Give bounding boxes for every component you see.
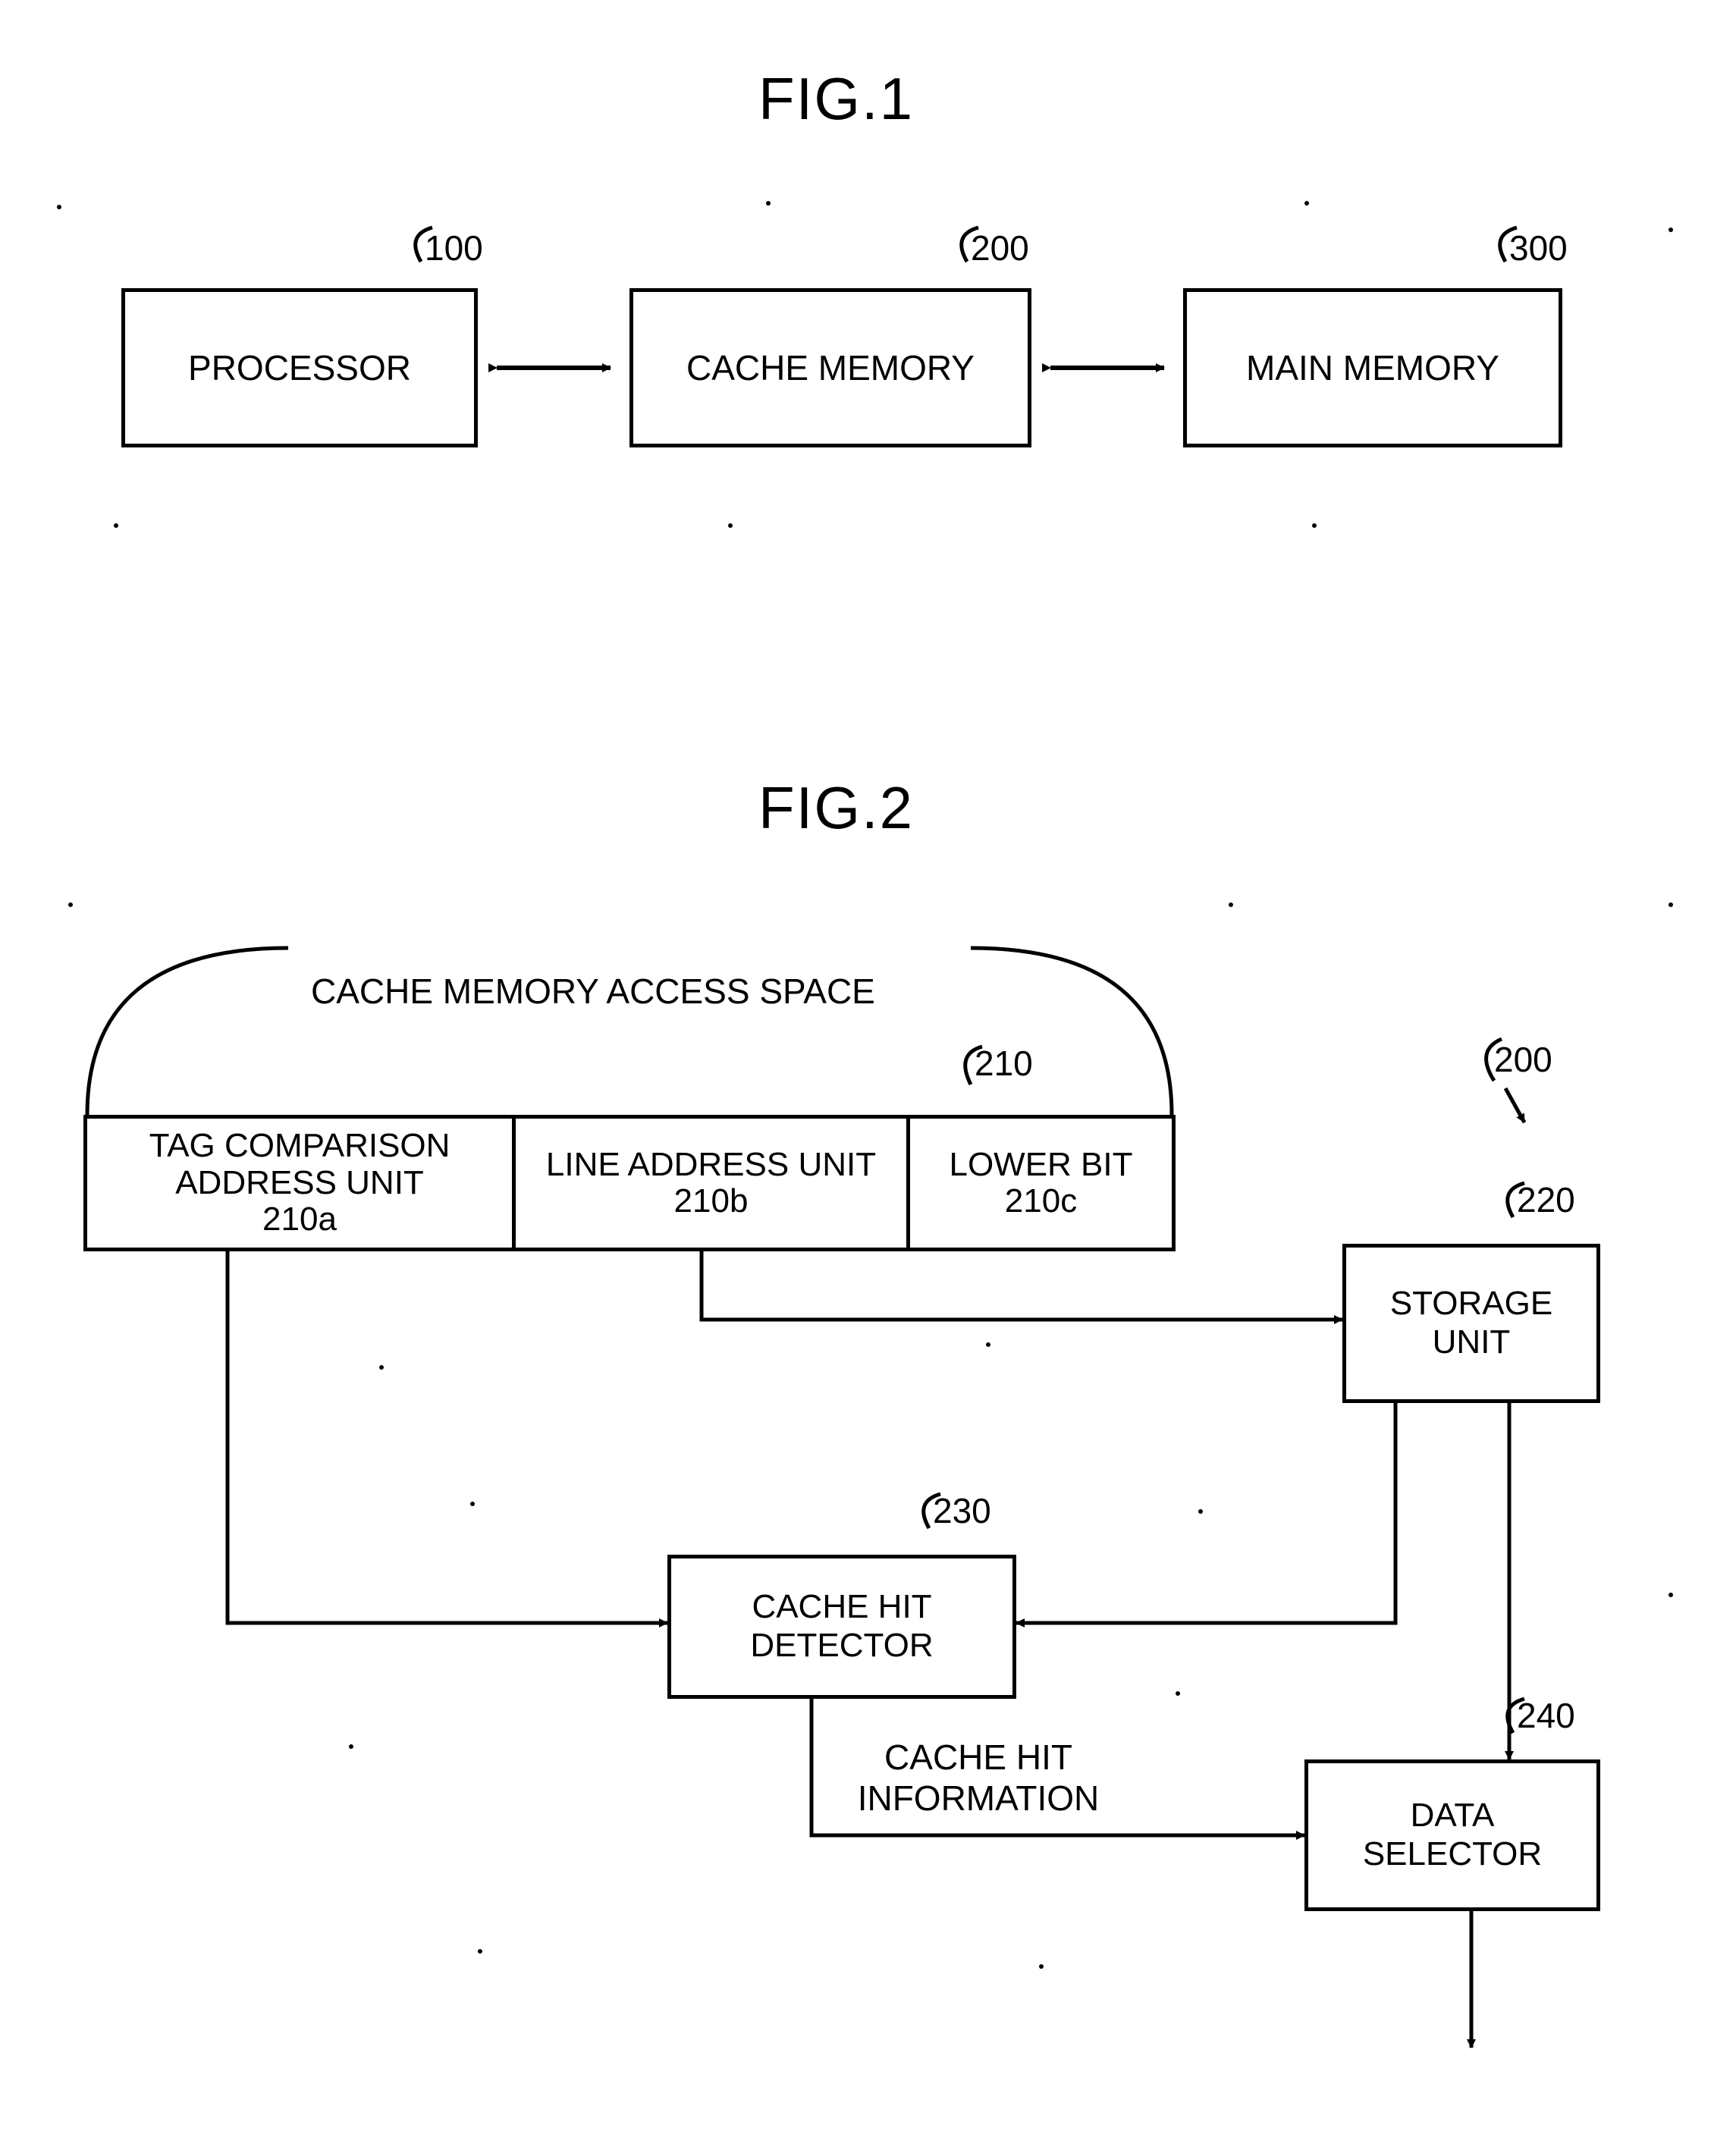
speck bbox=[1176, 1691, 1180, 1696]
fig2-lower-ref: 210c bbox=[1005, 1183, 1077, 1219]
speck bbox=[1198, 1509, 1203, 1514]
fig2-tag-line2: ADDRESS UNIT bbox=[175, 1165, 424, 1201]
fig2-selector-line1: DATA bbox=[1363, 1797, 1542, 1835]
speck bbox=[114, 523, 118, 528]
fig2-ref-230: 230 bbox=[933, 1490, 991, 1531]
fig2-line-ref: 210b bbox=[674, 1183, 749, 1219]
fig1-ref-300: 300 bbox=[1509, 228, 1568, 268]
fig2-tag-line1: TAG COMPARISON bbox=[149, 1128, 450, 1164]
speck bbox=[1039, 1964, 1044, 1969]
fig2-ref-220: 220 bbox=[1517, 1179, 1575, 1220]
fig2-hit-info-line1: CACHE HIT bbox=[827, 1737, 1130, 1778]
speck bbox=[1669, 228, 1673, 232]
fig2-space-label: CACHE MEMORY ACCESS SPACE bbox=[311, 971, 875, 1012]
fig1-processor-box: PROCESSOR bbox=[121, 288, 478, 447]
fig2-selector-line2: SELECTOR bbox=[1363, 1835, 1542, 1874]
fig1-ref-100: 100 bbox=[425, 228, 483, 268]
fig1-title: FIG.1 bbox=[758, 64, 914, 133]
fig1-ref-200: 200 bbox=[971, 228, 1029, 268]
fig1-main-box: MAIN MEMORY bbox=[1183, 288, 1562, 447]
fig2-detector-box: CACHE HIT DETECTOR bbox=[667, 1555, 1016, 1699]
speck bbox=[379, 1365, 384, 1370]
fig2-lower-cell: LOWER BIT 210c bbox=[906, 1115, 1176, 1251]
fig2-selector-box: DATA SELECTOR bbox=[1304, 1759, 1600, 1911]
speck bbox=[766, 201, 771, 206]
speck bbox=[1229, 902, 1233, 907]
speck bbox=[986, 1342, 990, 1347]
speck bbox=[349, 1744, 353, 1749]
speck bbox=[1669, 1593, 1673, 1597]
speck bbox=[1312, 523, 1317, 528]
fig1-processor-label: PROCESSOR bbox=[188, 348, 411, 388]
fig2-storage-line2: UNIT bbox=[1390, 1323, 1552, 1362]
fig2-detector-line1: CACHE HIT bbox=[750, 1588, 933, 1627]
speck bbox=[1669, 902, 1673, 907]
speck bbox=[728, 523, 733, 528]
fig2-ref-210: 210 bbox=[975, 1043, 1033, 1084]
fig2-tag-cell: TAG COMPARISON ADDRESS UNIT 210a bbox=[83, 1115, 516, 1251]
fig2-ref-200: 200 bbox=[1494, 1039, 1552, 1080]
fig2-title: FIG.2 bbox=[758, 774, 914, 843]
fig2-ref-240: 240 bbox=[1517, 1695, 1575, 1736]
speck bbox=[1304, 201, 1309, 206]
fig2-lower-line1: LOWER BIT bbox=[949, 1147, 1132, 1183]
fig2-detector-line2: DETECTOR bbox=[750, 1627, 933, 1665]
fig2-storage-box: STORAGE UNIT bbox=[1342, 1244, 1600, 1403]
speck bbox=[478, 1949, 482, 1954]
fig2-storage-line1: STORAGE bbox=[1390, 1285, 1552, 1323]
page: FIG.1 PROCESSOR CACHE MEMORY MAIN MEMORY… bbox=[0, 0, 1736, 2147]
speck bbox=[470, 1502, 475, 1506]
fig2-line-line1: LINE ADDRESS UNIT bbox=[546, 1147, 876, 1183]
fig2-hit-info-label: CACHE HIT INFORMATION bbox=[827, 1737, 1130, 1819]
fig2-line-cell: LINE ADDRESS UNIT 210b bbox=[512, 1115, 910, 1251]
speck bbox=[57, 205, 61, 209]
fig1-cache-box: CACHE MEMORY bbox=[629, 288, 1031, 447]
fig2-tag-ref: 210a bbox=[262, 1201, 337, 1238]
fig1-main-label: MAIN MEMORY bbox=[1246, 348, 1499, 388]
speck bbox=[68, 902, 73, 907]
fig1-cache-label: CACHE MEMORY bbox=[686, 348, 975, 388]
fig2-hit-info-line2: INFORMATION bbox=[827, 1778, 1130, 1819]
